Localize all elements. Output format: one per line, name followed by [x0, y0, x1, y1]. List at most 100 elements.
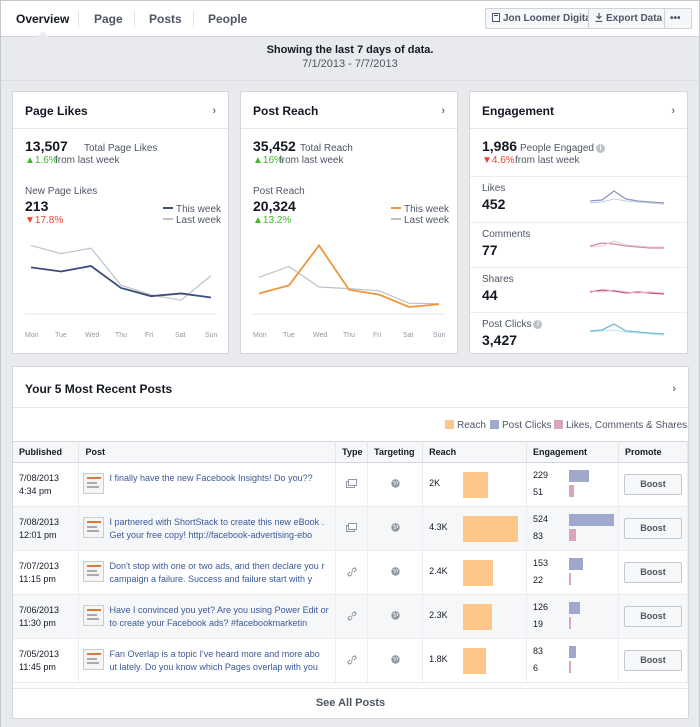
people-engaged-text: People Engaged: [520, 143, 594, 154]
post-text-link[interactable]: I finally have the new Facebook Insights…: [109, 473, 313, 483]
tab-overview[interactable]: Overview: [16, 12, 70, 26]
account-button[interactable]: Jon Loomer Digital: [485, 8, 601, 29]
post-text-link[interactable]: Have I convinced you yet? Are you using …: [109, 605, 329, 628]
reach-value: 2K: [429, 478, 441, 488]
published-time: 11:15 pm: [19, 573, 56, 584]
post-thumbnail[interactable]: [83, 605, 105, 626]
engagement-cell: 126 19: [526, 594, 619, 639]
column-header-type[interactable]: Type: [335, 441, 369, 463]
see-all-posts-link[interactable]: See All Posts: [13, 688, 688, 718]
post-reach-card[interactable]: Post Reach › 35,452 Total Reach ▲16% fro…: [240, 91, 458, 354]
post-thumbnail[interactable]: [83, 473, 105, 494]
banner-title: Showing the last 7 days of data.: [266, 44, 434, 56]
promote-cell: Boost: [618, 594, 689, 639]
total-page-likes-label: Total Page Likes: [84, 143, 158, 154]
card-title: Post Reach: [253, 104, 319, 118]
tab-posts[interactable]: Posts: [149, 12, 182, 26]
post-thumbnail[interactable]: [83, 649, 105, 670]
post-clicks-sparkline: [590, 323, 665, 336]
likes-comments-shares-value: 19: [533, 619, 544, 629]
people-engaged-value: 1,986: [482, 138, 518, 154]
boost-button[interactable]: Boost: [623, 562, 682, 583]
page-likes-card[interactable]: Page Likes › 13,507 Total Page Likes ▲1.…: [12, 91, 229, 354]
reach-value: 1.8K: [429, 654, 448, 664]
table-row[interactable]: 7/08/2013 4:34 pm I finally have the new F…: [13, 462, 689, 507]
likes-sparkline: [590, 190, 665, 205]
chevron-right-icon[interactable]: ›: [671, 105, 675, 117]
tab-people[interactable]: People: [208, 12, 248, 26]
chevron-right-icon[interactable]: ›: [672, 383, 676, 395]
column-header-reach[interactable]: Reach: [422, 441, 528, 463]
boost-button[interactable]: Boost: [623, 518, 682, 539]
new-page-likes-change: ▼17.8%: [25, 215, 64, 226]
engagement-cell: 524 83: [526, 506, 619, 551]
targeting-cell: [367, 594, 424, 639]
globe-icon: [390, 523, 400, 534]
post-clicks-value: 126: [533, 602, 549, 612]
legend-likes-comments-shares: Likes, Comments & Shares: [554, 420, 687, 431]
post-cell[interactable]: Have I convinced you yet? Are you using …: [78, 594, 337, 639]
post-text-link[interactable]: I partnered with ShortStack to create th…: [109, 517, 325, 540]
boost-button[interactable]: Boost: [623, 606, 682, 627]
tab-divider: [134, 11, 135, 27]
date-range-banner: Showing the last 7 days of data. 7/1/201…: [1, 37, 699, 81]
legend-label: Post Clicks: [502, 420, 552, 431]
tab-divider: [193, 11, 194, 27]
series-line-this-week: [258, 243, 440, 308]
promote-cell: Boost: [618, 462, 689, 507]
post-cell[interactable]: I finally have the new Facebook Insights…: [78, 462, 337, 507]
posts-table-body: 7/08/2013 4:34 pm I finally have the new F…: [13, 462, 689, 683]
post-type-cell: [335, 506, 369, 551]
info-icon[interactable]: i: [533, 320, 543, 329]
boost-button[interactable]: Boost: [623, 650, 682, 671]
x-axis-tick-label: Thu: [343, 332, 356, 339]
more-icon: •••: [670, 13, 681, 24]
table-row[interactable]: 7/05/2013 11:45 pm Fan Overlap is a topic …: [13, 638, 689, 683]
x-axis-tick-label: Sun: [205, 332, 218, 339]
post-clicks-value: 3,427: [482, 332, 518, 348]
column-header-targeting[interactable]: Targeting: [367, 441, 424, 463]
post-text-link[interactable]: Fan Overlap is a topic I've heard more a…: [109, 649, 320, 672]
promote-cell: Boost: [618, 550, 689, 595]
tab-page[interactable]: Page: [94, 12, 123, 26]
post-type-cell: [335, 462, 369, 507]
engagement-card[interactable]: Engagement › 1,986 People Engaged i ▼4.6%…: [469, 91, 688, 354]
legend-this-week: This week: [163, 204, 221, 215]
chevron-right-icon[interactable]: ›: [441, 105, 445, 117]
published-cell: 7/05/2013 11:45 pm: [13, 638, 80, 683]
table-row[interactable]: 7/08/2013 12:01 pm I partnered with ShortS…: [13, 506, 689, 551]
reach-bar: [463, 648, 487, 674]
post-cell[interactable]: Fan Overlap is a topic I've heard more a…: [78, 638, 337, 683]
column-header-published[interactable]: Published: [13, 441, 80, 463]
column-header-engagement[interactable]: Engagement: [526, 441, 619, 463]
chevron-right-icon[interactable]: ›: [212, 105, 216, 117]
legend-swatch: [391, 218, 401, 220]
post-cell[interactable]: I partnered with ShortStack to create th…: [78, 506, 337, 551]
post-clicks-bar: [569, 646, 577, 658]
post-thumbnail[interactable]: [83, 561, 105, 582]
series-line-last-week: [30, 244, 212, 301]
boost-button[interactable]: Boost: [623, 474, 682, 495]
post-text-link[interactable]: Don't stop with one or two ads, and then…: [109, 561, 325, 584]
reach-bar: [463, 516, 519, 542]
column-header-post[interactable]: Post: [78, 441, 337, 463]
legend-label: This week: [176, 204, 222, 215]
targeting-cell: [367, 550, 424, 595]
info-icon[interactable]: i: [595, 144, 605, 153]
engagement-row-likes: Likes 452: [470, 176, 687, 221]
table-row[interactable]: 7/06/2013 11:30 pm Have I convinced you ye…: [13, 594, 689, 639]
legend-swatch: [163, 207, 173, 209]
post-cell[interactable]: Don't stop with one or two ads, and then…: [78, 550, 337, 595]
series-line-this-week: [30, 265, 212, 299]
total-reach-label: Total Reach: [300, 143, 353, 154]
legend-last-week: Last week: [163, 215, 221, 226]
legend-this-week: This week: [391, 204, 449, 215]
post-thumbnail[interactable]: [83, 517, 105, 538]
more-options-button[interactable]: •••: [664, 8, 692, 29]
table-row[interactable]: 7/07/2013 11:15 pm Don't stop with one or …: [13, 550, 689, 595]
post-clicks-value: 229: [533, 470, 549, 480]
published-time: 12:01 pm: [19, 529, 57, 540]
published-date: 7/06/2013: [19, 604, 60, 615]
export-data-button[interactable]: Export Data: [588, 8, 670, 29]
post-clicks-bar: [569, 514, 615, 526]
